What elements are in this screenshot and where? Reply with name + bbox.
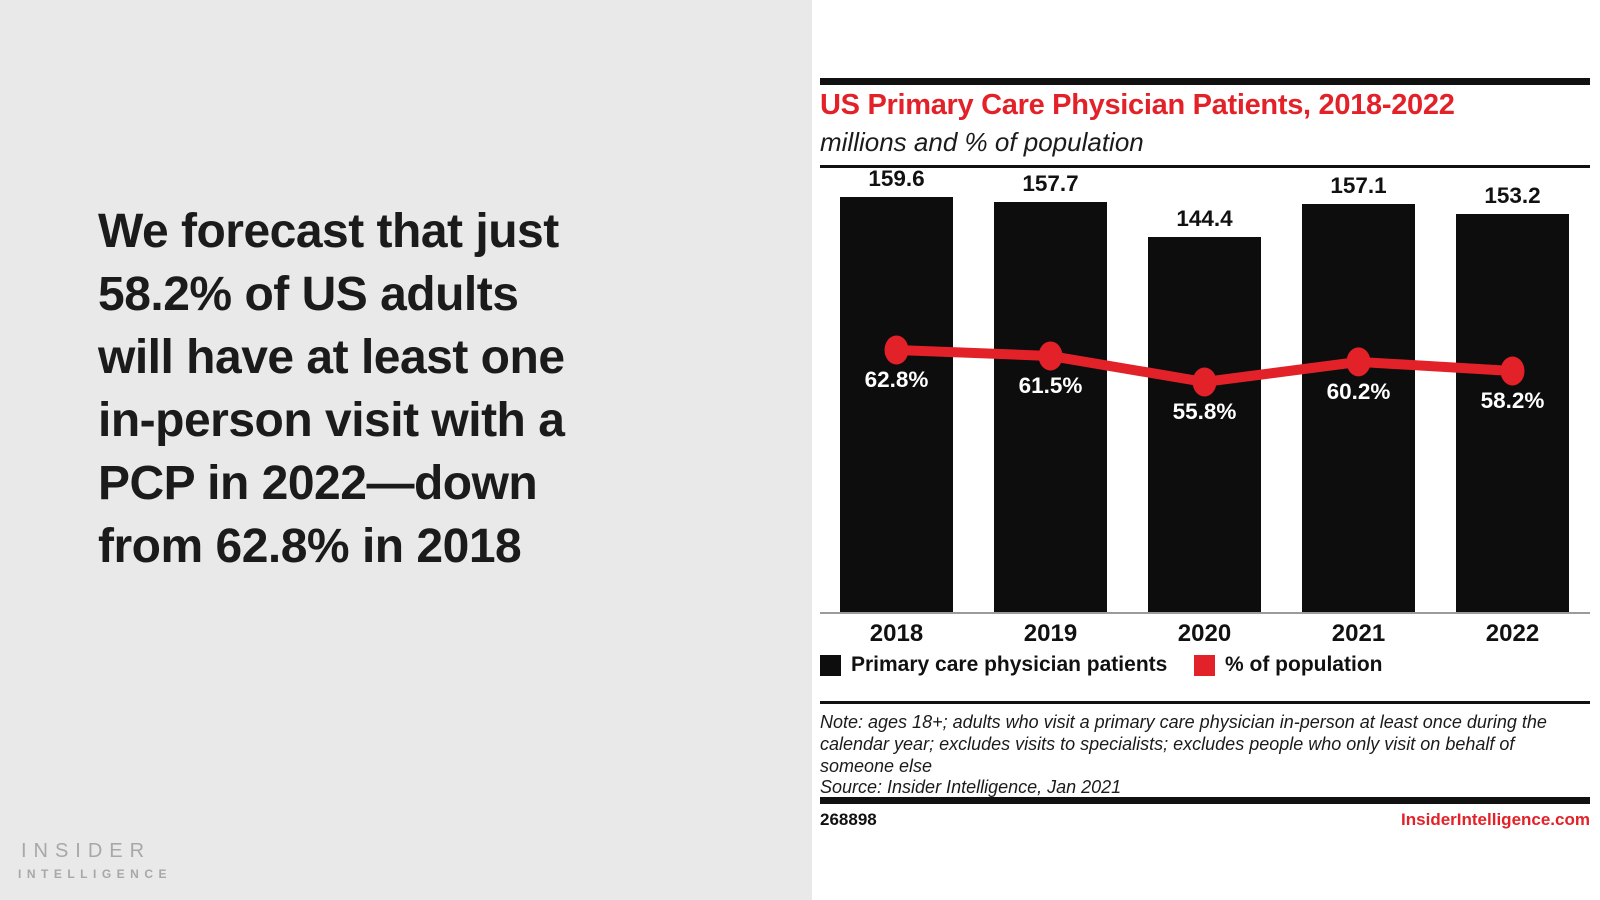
plot-area: 159.6 62.8% 2018 157.7 61.5% 2019 144.4 55.8% 20… [820, 166, 1590, 647]
chart-note: Note: ages 18+; adults who visit a prima… [820, 712, 1547, 776]
left-panel: We forecast that just 58.2% of US adults… [0, 0, 812, 900]
percent-line-series [884, 335, 1525, 397]
bar-value-label-2018: 159.6 [868, 166, 925, 191]
bar-value-label-2019: 157.7 [1022, 170, 1079, 196]
logo-intelligence-text: INTELLIGENCE [18, 867, 173, 881]
percent-label-2019: 61.5% [1018, 372, 1083, 398]
percent-marker-2019 [1038, 341, 1063, 371]
legend-label-line: % of population [1225, 653, 1383, 676]
percent-marker-2022 [1500, 356, 1525, 386]
bottom-rule [820, 797, 1590, 804]
percent-marker-2020 [1192, 367, 1217, 397]
chart-title: US Primary Care Physician Patients, 2018… [820, 89, 1455, 121]
logo-insider-text: INSIDER [20, 840, 152, 862]
legend-label-bars: Primary care physician patients [851, 653, 1168, 676]
bar-value-label-2021: 157.1 [1330, 172, 1387, 198]
x-axis-label-2021: 2021 [1331, 620, 1386, 647]
note-rule [820, 701, 1590, 704]
bar-value-label-2022: 153.2 [1484, 182, 1541, 208]
x-axis-label-2022: 2022 [1485, 620, 1540, 647]
website-link[interactable]: InsiderIntelligence.com [1401, 810, 1590, 829]
percent-marker-2021 [1346, 347, 1371, 377]
bar-2020 [1148, 236, 1261, 612]
percent-label-2018: 62.8% [864, 367, 929, 392]
chart-subtitle: millions and % of population [820, 127, 1144, 157]
percent-marker-2018 [884, 335, 909, 365]
x-axis-label-2020: 2020 [1177, 620, 1232, 647]
bar-2019 [994, 201, 1107, 612]
percent-label-2021: 60.2% [1326, 378, 1391, 404]
percent-label-2020: 55.8% [1172, 398, 1237, 424]
bar-2021 [1302, 203, 1415, 612]
insider-intelligence-logo: INSIDER INTELLIGENCE [18, 840, 173, 881]
chart-id: 268898 [820, 810, 877, 829]
legend-item-line: % of population [1194, 653, 1382, 677]
chart-card: US Primary Care Physician Patients, 2018… [812, 0, 1600, 900]
x-axis-label-2018: 2018 [869, 620, 924, 647]
x-axis-label-2019: 2019 [1023, 620, 1078, 647]
bar-2022 [1456, 213, 1569, 612]
top-rule [820, 78, 1590, 85]
bar-value-label-2020: 144.4 [1176, 205, 1233, 231]
legend-swatch-bars [820, 654, 841, 676]
headline-text: We forecast that just 58.2% of US adults… [98, 205, 565, 573]
subtitle-rule [820, 165, 1590, 168]
percent-label-2022: 58.2% [1480, 388, 1545, 414]
x-axis-line [820, 612, 1590, 614]
chart-card-content: US Primary Care Physician Patients, 2018… [820, 0, 1590, 900]
legend-swatch-line [1194, 654, 1215, 676]
chart-source: Source: Insider Intelligence, Jan 2021 [820, 777, 1122, 797]
legend-item-bars: Primary care physician patients [820, 653, 1167, 677]
legend: Primary care physician patients % of pop… [820, 653, 1590, 679]
bar-2018 [840, 197, 953, 612]
